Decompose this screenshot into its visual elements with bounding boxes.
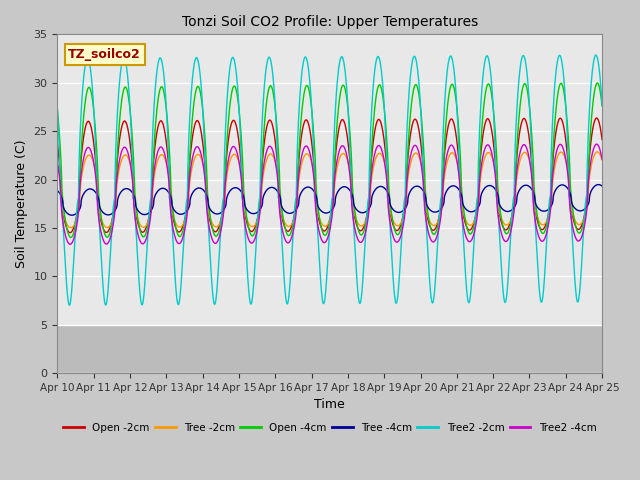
Open -4cm	[483, 84, 490, 90]
Text: TZ_soilco2: TZ_soilco2	[68, 48, 141, 61]
Tree2 -4cm	[152, 159, 159, 165]
Bar	[58, 324, 602, 373]
X-axis label: Time: Time	[314, 398, 345, 411]
Title: Tonzi Soil CO2 Profile: Upper Temperatures: Tonzi Soil CO2 Profile: Upper Temperatur…	[182, 15, 478, 29]
Tree -2cm	[152, 167, 159, 172]
Line: Tree -2cm: Tree -2cm	[58, 152, 602, 228]
Tree -2cm	[422, 203, 429, 209]
Open -2cm	[598, 133, 605, 139]
Open -2cm	[593, 115, 600, 121]
Open -2cm	[422, 204, 429, 210]
Open -4cm	[67, 235, 75, 240]
Tree -4cm	[483, 183, 490, 189]
Open -2cm	[598, 137, 606, 143]
Tree2 -2cm	[452, 87, 460, 93]
Open -4cm	[598, 103, 606, 109]
Open -4cm	[152, 124, 159, 130]
Tree2 -4cm	[483, 143, 490, 148]
Tree -2cm	[452, 155, 460, 161]
Tree2 -4cm	[593, 141, 600, 147]
Open -2cm	[54, 140, 61, 146]
Line: Open -2cm: Open -2cm	[58, 118, 602, 233]
Tree2 -4cm	[422, 214, 429, 220]
Y-axis label: Soil Temperature (C): Soil Temperature (C)	[15, 140, 28, 268]
Tree2 -2cm	[65, 302, 73, 308]
Tree2 -4cm	[598, 154, 605, 159]
Tree -2cm	[310, 168, 317, 173]
Tree -4cm	[310, 188, 317, 193]
Tree2 -4cm	[452, 152, 460, 157]
Tree2 -2cm	[598, 94, 605, 99]
Tree2 -2cm	[422, 212, 429, 217]
Tree -4cm	[595, 182, 602, 188]
Tree2 -2cm	[152, 84, 159, 90]
Open -4cm	[310, 127, 317, 132]
Tree2 -2cm	[310, 143, 317, 149]
Open -2cm	[452, 130, 460, 136]
Open -2cm	[67, 230, 74, 236]
Line: Tree -4cm: Tree -4cm	[58, 185, 602, 215]
Tree -2cm	[593, 149, 601, 155]
Line: Tree2 -2cm: Tree2 -2cm	[58, 55, 602, 305]
Tree -2cm	[598, 157, 606, 163]
Tree -2cm	[598, 156, 605, 161]
Tree2 -4cm	[67, 241, 74, 247]
Tree2 -2cm	[592, 52, 600, 58]
Tree -4cm	[598, 183, 606, 189]
Open -4cm	[593, 80, 601, 86]
Line: Open -4cm: Open -4cm	[58, 83, 602, 238]
Open -2cm	[310, 156, 317, 162]
Line: Tree2 -4cm: Tree2 -4cm	[58, 144, 602, 244]
Open -4cm	[422, 191, 429, 197]
Tree2 -4cm	[598, 156, 606, 162]
Tree -4cm	[422, 194, 429, 200]
Open -2cm	[152, 140, 159, 146]
Tree -2cm	[54, 161, 61, 167]
Tree2 -2cm	[54, 106, 61, 111]
Tree -4cm	[54, 188, 61, 193]
Tree -2cm	[483, 151, 490, 156]
Tree -2cm	[67, 225, 75, 231]
Open -4cm	[452, 95, 460, 101]
Tree2 -2cm	[483, 53, 490, 59]
Open -4cm	[54, 108, 61, 113]
Legend: Open -2cm, Tree -2cm, Open -4cm, Tree -4cm, Tree2 -2cm, Tree2 -4cm: Open -2cm, Tree -2cm, Open -4cm, Tree -4…	[59, 419, 601, 437]
Tree2 -4cm	[310, 171, 317, 177]
Tree -4cm	[598, 183, 605, 189]
Open -4cm	[598, 98, 605, 104]
Tree2 -2cm	[598, 102, 606, 108]
Tree -4cm	[68, 212, 76, 218]
Tree -4cm	[452, 184, 460, 190]
Tree -4cm	[152, 192, 159, 198]
Tree2 -4cm	[54, 160, 61, 166]
Open -2cm	[483, 117, 490, 122]
